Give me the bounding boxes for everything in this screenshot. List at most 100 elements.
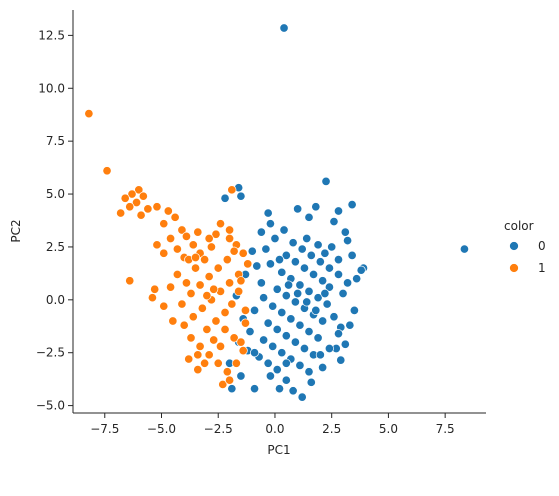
point-series-0-57 — [272, 284, 282, 294]
point-series-0-89 — [261, 244, 271, 254]
point-series-0-94 — [306, 250, 316, 260]
point-series-1-10 — [116, 208, 126, 218]
point-series-0-45 — [281, 250, 291, 260]
x-tick-label: 0.0 — [265, 422, 284, 436]
point-series-0-102 — [259, 293, 269, 303]
point-series-0-7 — [293, 204, 303, 214]
point-series-0-63 — [268, 301, 278, 311]
y-tick-label: 0.0 — [46, 293, 65, 307]
point-series-1-75 — [234, 286, 244, 296]
legend-label-1: 1 — [538, 261, 546, 275]
point-series-0-65 — [286, 314, 296, 324]
point-series-1-65 — [213, 263, 223, 273]
point-series-0-27 — [281, 375, 291, 385]
point-series-0-70 — [272, 324, 282, 334]
point-series-0-30 — [352, 274, 362, 284]
point-series-0-62 — [318, 316, 328, 326]
point-series-0-83 — [272, 365, 282, 375]
point-series-1-52 — [229, 333, 239, 343]
point-series-0-21 — [265, 371, 275, 381]
point-series-0-72 — [290, 337, 300, 347]
point-series-1-70 — [181, 231, 192, 241]
point-series-0-113 — [274, 255, 285, 265]
point-series-1-58 — [218, 379, 228, 389]
point-series-0-50 — [324, 282, 334, 292]
point-series-0-111 — [320, 288, 330, 299]
point-series-1-62 — [186, 288, 196, 299]
point-series-0-68 — [313, 333, 323, 343]
legend-items: 01 — [509, 239, 546, 275]
point-series-0-51 — [277, 267, 287, 277]
point-series-1-6 — [131, 197, 142, 208]
point-series-1-31 — [206, 242, 216, 252]
point-series-1-73 — [220, 307, 230, 318]
legend-title: color — [504, 219, 534, 233]
point-series-1-30 — [200, 255, 210, 265]
legend-marker-0 — [509, 241, 519, 251]
point-series-0-80 — [304, 367, 314, 377]
point-series-1-74 — [227, 299, 237, 309]
point-series-0-39 — [265, 219, 275, 229]
point-series-1-84 — [190, 252, 201, 263]
point-series-0-48 — [308, 269, 319, 279]
point-series-1-4 — [120, 193, 130, 203]
point-series-1-60 — [193, 365, 203, 375]
point-series-0-104 — [333, 329, 344, 339]
point-series-0-108 — [293, 288, 303, 299]
point-series-0-24 — [236, 371, 246, 381]
point-series-0-100 — [245, 327, 255, 337]
point-series-1-25 — [159, 301, 169, 311]
point-series-1-28 — [181, 278, 192, 288]
point-series-1-39 — [225, 278, 235, 288]
point-series-0-6 — [347, 200, 357, 210]
point-series-0-55 — [313, 293, 323, 303]
point-series-1-14 — [159, 219, 169, 229]
point-series-1-3 — [127, 189, 137, 199]
point-series-0-18 — [297, 392, 307, 402]
point-series-1-26 — [166, 282, 176, 292]
point-series-0-112 — [265, 259, 275, 269]
point-series-0-54 — [304, 286, 314, 296]
legend-label-0: 0 — [538, 239, 546, 253]
point-series-1-34 — [225, 225, 235, 235]
point-series-1-81 — [227, 185, 237, 195]
x-tick-label: −7.5 — [90, 422, 119, 436]
point-series-0-69 — [263, 318, 273, 328]
point-series-1-0 — [84, 109, 94, 119]
point-series-0-33 — [340, 339, 350, 349]
point-series-0-103 — [329, 312, 339, 322]
point-series-1-1 — [102, 166, 112, 176]
x-tick-label: 5.0 — [379, 422, 398, 436]
x-axis-title: PC1 — [267, 443, 290, 457]
y-tick-label: 2.5 — [46, 240, 65, 254]
x-tick-label: 2.5 — [322, 422, 341, 436]
point-series-1-63 — [195, 280, 205, 290]
point-series-0-73 — [299, 343, 310, 354]
point-series-1-42 — [197, 303, 207, 313]
point-series-0-29 — [347, 250, 357, 260]
point-series-0-77 — [277, 348, 287, 358]
point-series-0-58 — [281, 291, 291, 301]
point-series-0-40 — [304, 212, 314, 222]
point-series-0-107 — [284, 280, 294, 290]
point-series-0-13 — [343, 278, 353, 288]
point-series-1-48 — [213, 358, 223, 368]
legend: color 01 — [504, 219, 546, 275]
point-series-1-86 — [202, 291, 212, 301]
point-series-0-53 — [295, 280, 305, 290]
point-series-1-15 — [177, 225, 187, 235]
point-series-0-16 — [336, 355, 346, 365]
point-series-1-82 — [168, 316, 178, 326]
point-series-0-5 — [236, 191, 246, 201]
x-tick-label: −5.0 — [147, 422, 176, 436]
point-series-0-115 — [313, 240, 323, 250]
point-series-0-90 — [270, 233, 280, 244]
point-series-0-64 — [277, 307, 287, 318]
y-tick-label: 10.0 — [38, 81, 65, 95]
point-series-1-55 — [202, 324, 212, 334]
point-series-0-66 — [295, 320, 305, 330]
point-series-1-85 — [209, 284, 219, 294]
y-tick-label: −2.5 — [36, 346, 65, 360]
point-series-0-22 — [249, 384, 260, 394]
